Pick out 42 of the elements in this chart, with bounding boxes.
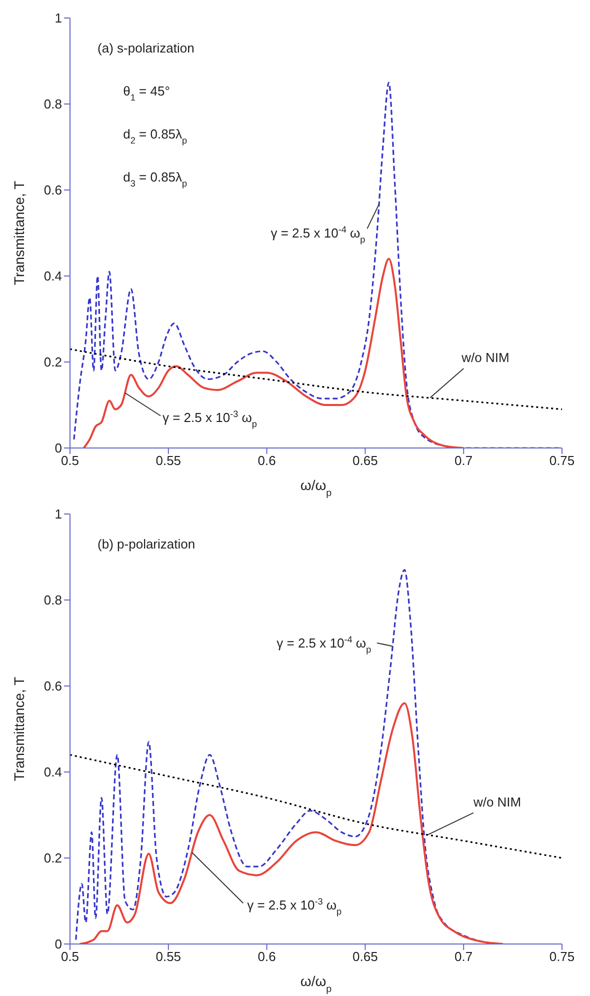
x-tick-label: 0.75 [549, 453, 575, 468]
y-tick-label: 0.4 [44, 764, 62, 780]
text: w/o NIM [472, 794, 522, 810]
annotation: d$_{3}$ = 0.85λ$_{p}$ [123, 169, 188, 188]
y-tick-label: 1 [54, 506, 62, 522]
x-tick-label: 0.65 [352, 949, 378, 964]
annotation: (a) s-polarization [98, 40, 194, 56]
line-series [73, 82, 562, 448]
y-axis-title: Transmittance, T [11, 180, 27, 286]
x-tick-label: 0.6 [258, 949, 276, 964]
y-tick-label: 0 [54, 440, 62, 456]
x-axis-title: ω/ω$_{p}$ [300, 477, 332, 498]
series-label: γ = 2.5 x 10$^{-3}$ ω$_{p}$ [162, 409, 257, 430]
x-tick-label: 0.5 [60, 453, 80, 468]
x-tick-label: 0.75 [549, 949, 575, 964]
y-tick-label: 0.8 [44, 96, 62, 112]
line-series [70, 348, 562, 410]
text: w/o NIM [460, 350, 510, 365]
y-axis-title: Transmittance, T [11, 676, 27, 782]
x-tick-label: 0.65 [352, 453, 378, 468]
y-tick-label: 1 [54, 10, 62, 26]
x-tick-label: 0.55 [156, 453, 182, 468]
annotation: d$_{2}$ = 0.85λ$_{p}$ [123, 126, 188, 146]
series-label: γ = 2.5 x 10$^{-4}$ ω$_{p}$ [276, 634, 372, 654]
y-tick-label: 0.6 [44, 678, 62, 694]
y-tick-label: 0.6 [44, 182, 62, 198]
y-tick-label: 0.2 [44, 850, 62, 866]
y-tick-label: 0.2 [44, 354, 62, 370]
series-label: γ = 2.5 x 10$^{-4}$ ω$_{p}$ [270, 224, 366, 244]
annotation: (b) p-polarization [98, 536, 196, 552]
y-tick-label: 0.4 [44, 268, 62, 284]
y-tick-label: 0 [54, 936, 62, 952]
x-tick-label: 0.7 [454, 949, 473, 964]
series-label: γ = 2.5 x 10$^{-3}$ ω$_{p}$ [247, 896, 342, 917]
x-axis-title: ω/ω$_{p}$ [300, 973, 332, 994]
y-tick-label: 0.8 [44, 592, 62, 608]
line-series [70, 754, 562, 859]
x-tick-label: 0.6 [258, 453, 276, 468]
annotation: θ$_{1}$ = 45° [123, 83, 170, 102]
x-tick-label: 0.5 [60, 949, 80, 964]
x-tick-label: 0.7 [454, 453, 473, 468]
x-tick-label: 0.55 [156, 949, 182, 964]
